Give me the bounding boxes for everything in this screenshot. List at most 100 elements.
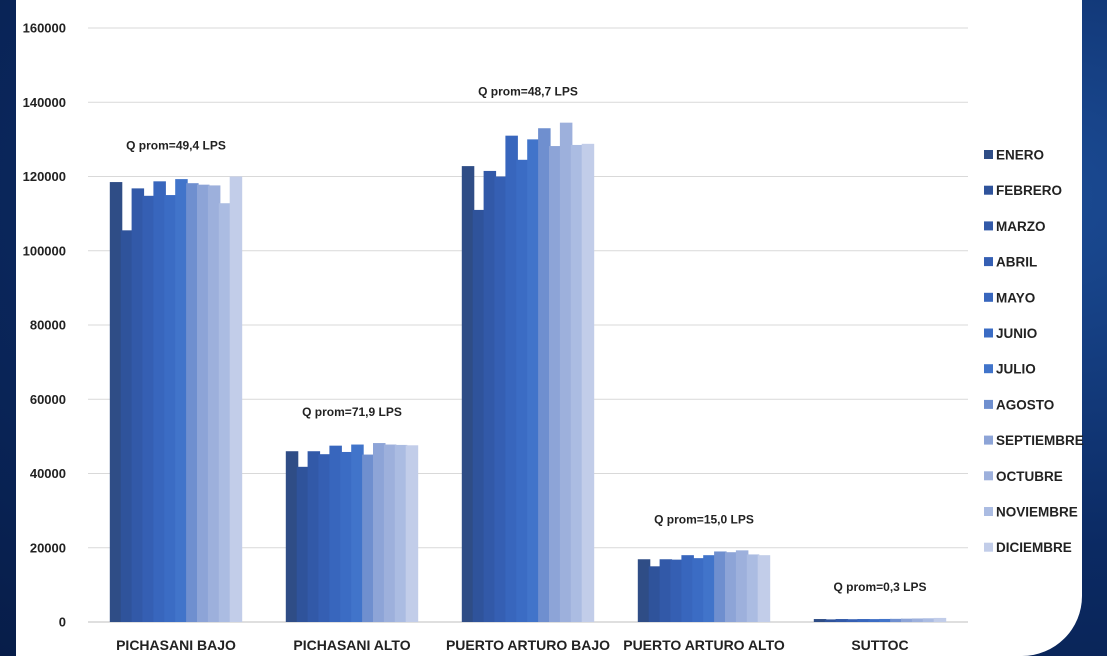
bar-mayo-1 [329,445,342,622]
bar-septiembre-2 [549,146,562,622]
bar-julio-4 [879,618,892,622]
bar-noviembre-2 [570,144,584,622]
legend-swatch [984,471,993,481]
x-category-label: SUTTOC [851,637,908,653]
bar-noviembre-4 [922,618,936,622]
bar-noviembre-0 [218,203,232,623]
bar-octubre-3 [735,550,749,622]
bar-septiembre-0 [197,184,210,623]
bar-mayo-0 [153,181,166,623]
bar-marzo-1 [307,451,321,622]
bar-septiembre-4 [901,618,914,622]
y-tick-label: 60000 [30,392,66,407]
bar-agosto-0 [186,183,199,622]
y-tick-label: 80000 [30,318,66,333]
bar-septiembre-3 [725,552,738,622]
x-category-label: PUERTO ARTURO BAJO [446,637,610,653]
y-tick-label: 160000 [23,21,66,36]
bar-julio-1 [351,444,364,622]
x-category-label: PICHASANI ALTO [293,637,410,653]
q-prom-annotation: Q prom=48,7 LPS [478,85,578,99]
bar-abril-0 [142,195,155,622]
bar-abril-3 [670,559,683,622]
bar-diciembre-3 [757,555,771,622]
bar-agosto-4 [890,618,903,622]
bar-octubre-0 [207,185,221,622]
legend-label: JUNIO [996,326,1037,341]
bar-agosto-3 [714,551,727,622]
bars [109,122,947,623]
legend-label: FEBRERO [996,183,1062,198]
bar-enero-1 [285,451,299,622]
bar-diciembre-0 [229,176,243,622]
bar-marzo-2 [483,170,497,622]
q-prom-annotation: Q prom=15,0 LPS [654,512,754,526]
y-tick-label: 100000 [23,243,66,258]
bar-noviembre-1 [394,444,408,622]
legend-label: OCTUBRE [996,469,1063,484]
legend-label: NOVIEMBRE [996,505,1078,520]
q-prom-annotation: Q prom=49,4 LPS [126,139,226,153]
legend-swatch [984,364,993,374]
y-tick-label: 20000 [30,540,66,555]
legend-swatch [984,507,993,516]
bar-septiembre-1 [373,443,386,622]
bar-julio-3 [703,555,716,622]
bar-enero-2 [461,166,475,623]
bar-agosto-2 [538,128,551,623]
q-prom-annotation: Q prom=0,3 LPS [833,580,926,594]
bar-junio-0 [164,195,177,622]
y-tick-label: 0 [59,615,66,630]
bar-abril-2 [494,176,507,622]
bar-marzo-0 [131,188,145,622]
bar-diciembre-2 [581,143,595,622]
bar-noviembre-3 [746,554,760,622]
bar-mayo-3 [681,555,694,622]
legend-label: SEPTIEMBRE [996,433,1084,448]
bar-enero-0 [109,182,123,622]
legend-swatch [984,399,993,409]
annotations: Q prom=49,4 LPS Q prom=71,9 LPS Q prom=48,… [126,85,926,594]
bar-octubre-1 [383,444,397,622]
legend-swatch [984,435,993,445]
bar-febrero-0 [120,230,134,623]
x-category-label: PUERTO ARTURO ALTO [623,637,785,653]
bar-octubre-4 [911,618,925,622]
bar-febrero-1 [296,466,310,622]
x-axis-categories: PICHASANI BAJO PICHASANI ALTO PUERTO ARTUR… [116,637,909,653]
y-tick-label: 40000 [30,466,66,481]
bar-diciembre-4 [933,617,947,622]
legend-label: MARZO [996,219,1046,234]
bar-junio-3 [692,558,705,622]
bar-marzo-4 [835,619,849,622]
bar-julio-2 [527,139,540,622]
legend-swatch [984,542,993,552]
legend-swatch [984,257,993,267]
legend: ENERO FEBRERO MARZO ABRIL MAYO JUNIO JULIO AGOS… [984,148,1084,555]
y-axis-ticks: 0 20000 40000 60000 80000 100000 120000 140000 1… [23,21,66,630]
bar-febrero-3 [648,566,662,622]
legend-label: MAYO [996,290,1035,305]
bar-enero-4 [813,619,827,622]
bar-enero-3 [637,559,651,622]
legend-swatch [984,328,993,338]
legend-swatch [984,150,993,159]
legend-label: ABRIL [996,255,1037,270]
bar-marzo-3 [659,559,673,622]
legend-label: ENERO [996,148,1044,163]
bar-junio-2 [516,159,529,622]
bar-junio-4 [868,619,881,622]
y-tick-label: 140000 [23,95,66,110]
q-prom-annotation: Q prom=71,9 LPS [302,405,402,419]
bar-julio-0 [175,179,188,622]
legend-label: JULIO [996,362,1036,377]
bar-mayo-2 [505,135,518,622]
bar-abril-1 [318,454,331,622]
bar-mayo-4 [857,619,870,622]
legend-label: DICIEMBRE [996,540,1072,555]
x-category-label: PICHASANI BAJO [116,637,236,653]
legend-swatch [984,185,993,195]
legend-swatch [984,221,993,231]
y-tick-label: 120000 [23,169,66,184]
